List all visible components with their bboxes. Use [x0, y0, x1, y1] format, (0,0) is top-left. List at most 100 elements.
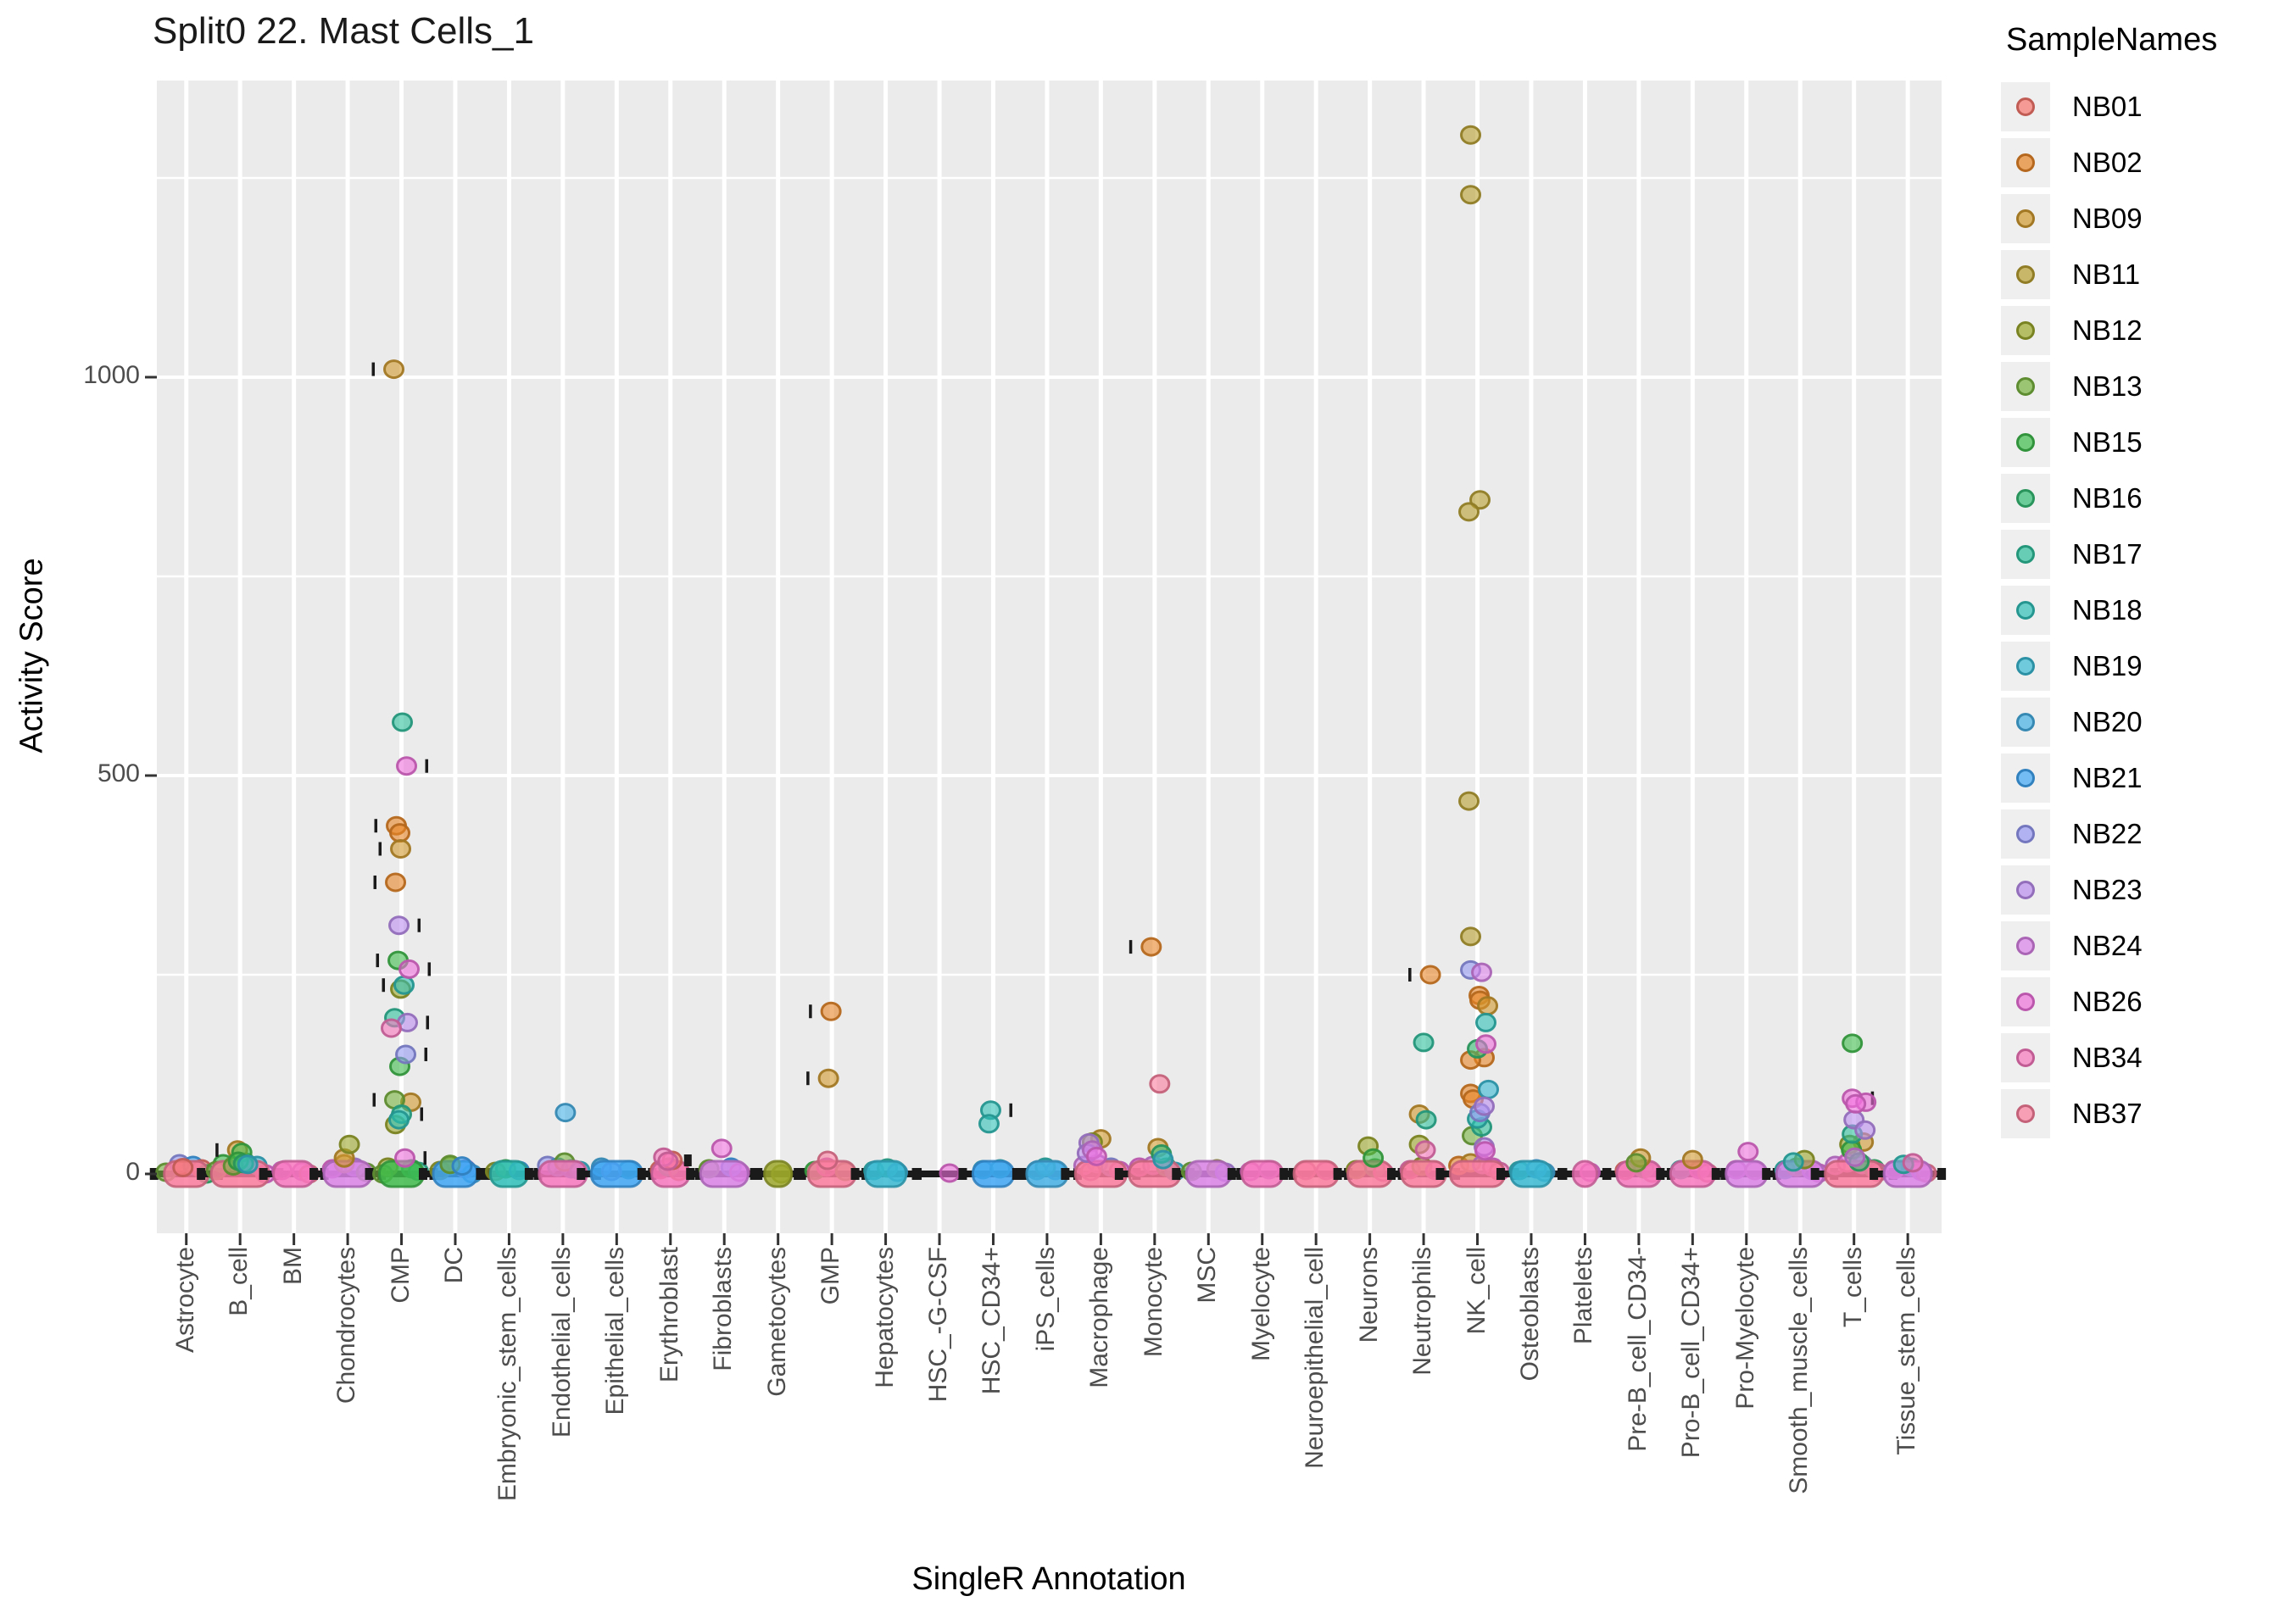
x-axis-title: SingleR Annotation: [911, 1561, 1186, 1597]
x-tick-label: HSC_CD34+: [978, 1247, 1006, 1395]
legend-item-label: NB11: [2072, 259, 2141, 290]
data-point: [1681, 1149, 1703, 1170]
x-axis-tick: [777, 1233, 780, 1245]
boxplot-whisker-mark: [423, 1151, 427, 1165]
y-tick-label: 500: [97, 759, 140, 787]
data-point: [389, 823, 411, 843]
data-point: [172, 1157, 194, 1177]
boxplot-cap: [1333, 1168, 1342, 1180]
legend-item-label: NB22: [2072, 818, 2143, 849]
legend-color-dot-icon: [2016, 321, 2035, 340]
legend-item-label: NB09: [2072, 203, 2143, 234]
legend-item: NB15: [2001, 414, 2294, 470]
x-axis-tick: [615, 1233, 618, 1245]
data-point: [1413, 1032, 1435, 1053]
cluster-pill: [763, 1160, 794, 1188]
boxplot-cap: [1558, 1168, 1568, 1180]
legend-key-box: [2001, 306, 2050, 355]
y-axis-tick: [145, 375, 157, 379]
x-tick-label: Osteoblasts: [1515, 1247, 1544, 1382]
data-point: [1460, 125, 1482, 145]
data-point: [1415, 1110, 1437, 1130]
legend-color-dot-icon: [2016, 881, 2035, 899]
legend-item: NB22: [2001, 806, 2294, 862]
legend-color-dot-icon: [2016, 657, 2035, 676]
data-point: [1854, 1120, 1876, 1140]
boxplot-whisker-mark: [382, 978, 386, 993]
legend-item-label: NB18: [2072, 594, 2143, 626]
data-point: [388, 1110, 410, 1130]
data-point: [1625, 1153, 1647, 1173]
data-point: [1737, 1142, 1759, 1162]
gridline-minor: [157, 575, 1942, 578]
x-tick-label: BM: [278, 1247, 307, 1285]
x-axis-tick: [722, 1233, 726, 1245]
legend-item: NB16: [2001, 470, 2294, 526]
gridline-vertical: [237, 81, 242, 1233]
legend-color-dot-icon: [2016, 489, 2035, 508]
x-tick-label: Monocyte: [1139, 1247, 1168, 1358]
legend-item-label: NB13: [2072, 370, 2143, 402]
boxplot-mark: [683, 1154, 692, 1167]
boxplot-cap: [958, 1168, 967, 1180]
x-tick-label: Pre-B_cell_CD34-: [1623, 1247, 1652, 1452]
legend-item: NB11: [2001, 247, 2294, 303]
data-point: [1471, 962, 1493, 982]
gridline-vertical: [1475, 81, 1480, 1233]
x-tick-label: Astrocyte: [170, 1247, 199, 1354]
legend-key-box: [2001, 977, 2050, 1026]
data-point: [394, 1148, 416, 1168]
x-axis-tick: [561, 1233, 565, 1245]
data-point: [451, 1156, 473, 1176]
data-point: [820, 1001, 842, 1021]
boxplot-cap: [1387, 1168, 1396, 1180]
legend-item: NB23: [2001, 862, 2294, 918]
x-axis-tick: [991, 1233, 995, 1245]
gridline-vertical: [990, 81, 995, 1233]
x-axis-tick: [1530, 1233, 1533, 1245]
legend-key-box: [2001, 474, 2050, 523]
boxplot-cap: [577, 1168, 586, 1180]
boxplot-cap: [750, 1168, 759, 1180]
x-axis-tick: [454, 1233, 457, 1245]
x-tick-label: Endothelial_cells: [547, 1247, 576, 1438]
boxplot-whisker-mark: [425, 759, 429, 773]
boxplot-cap: [637, 1168, 646, 1180]
data-point: [385, 872, 407, 893]
data-point: [1475, 1034, 1497, 1054]
data-point: [237, 1154, 259, 1175]
boxplot-whisker-mark: [371, 362, 376, 376]
x-tick-label: Neuroepithelial_cell: [1301, 1247, 1329, 1469]
x-axis-tick: [346, 1233, 349, 1245]
data-point: [392, 712, 414, 732]
data-point: [383, 359, 405, 380]
boxplot-whisker-mark: [1408, 968, 1412, 982]
legend-color-dot-icon: [2016, 825, 2035, 843]
legend-key-box: [2001, 754, 2050, 803]
legend-color-dot-icon: [2016, 993, 2035, 1011]
legend-item-label: NB23: [2072, 874, 2143, 905]
gridline-vertical: [883, 81, 889, 1233]
boxplot-whisker-mark: [1128, 940, 1133, 954]
gridline-vertical: [506, 81, 511, 1233]
boxplot-cap: [1656, 1168, 1665, 1180]
legend-item-label: NB16: [2072, 482, 2143, 514]
boxplot-whisker-mark: [809, 1004, 812, 1019]
x-tick-label: Neurons: [1354, 1247, 1383, 1343]
data-point: [1478, 1079, 1500, 1099]
gridline-vertical: [1797, 81, 1803, 1233]
data-point: [338, 1134, 360, 1154]
x-tick-label: Gametocytes: [762, 1247, 791, 1397]
data-point: [657, 1151, 679, 1171]
cluster-pill: [864, 1160, 908, 1188]
boxplot-cap: [1435, 1168, 1445, 1180]
x-axis-tick: [1368, 1233, 1372, 1245]
boxplot-cap: [1711, 1168, 1720, 1180]
boxplot-whisker-mark: [420, 1107, 424, 1121]
legend-item-label: NB37: [2072, 1098, 2143, 1129]
data-point: [1458, 791, 1480, 811]
data-point: [393, 975, 415, 995]
gridline-vertical: [184, 81, 189, 1233]
data-point: [816, 1150, 839, 1171]
gridline-vertical: [937, 81, 942, 1233]
